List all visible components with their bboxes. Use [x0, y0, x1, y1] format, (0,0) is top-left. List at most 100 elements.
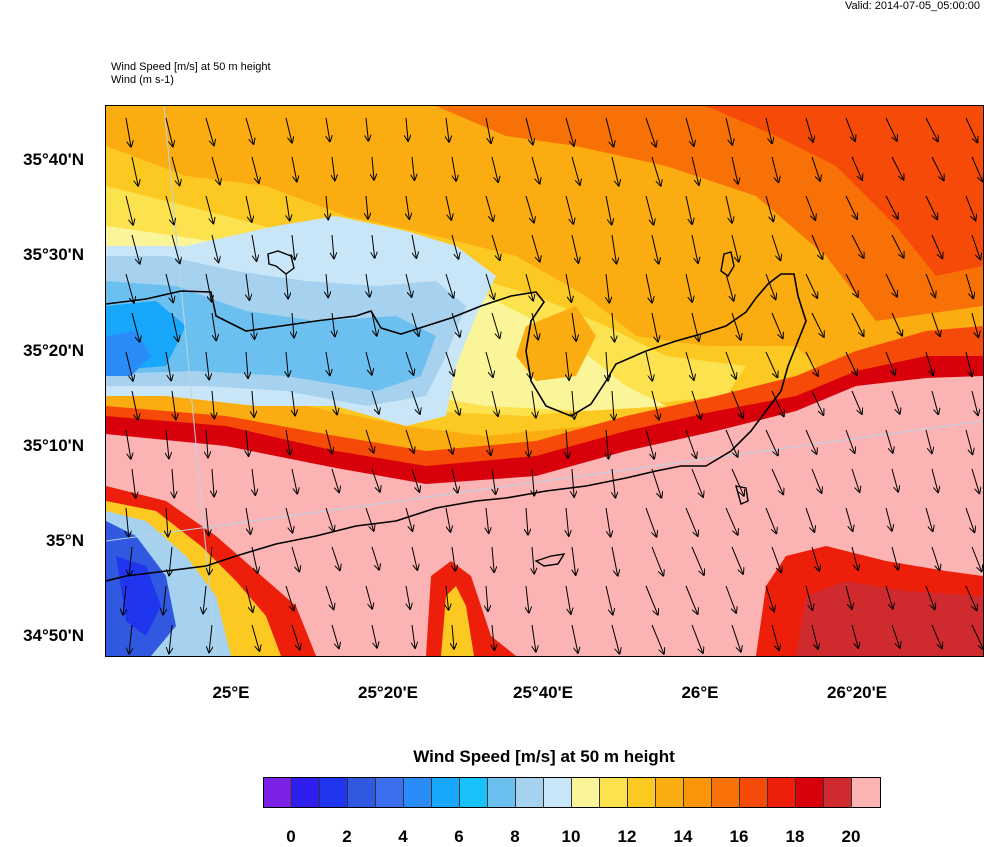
wind-arrow: [971, 156, 983, 182]
colorbar-label: 12: [617, 827, 637, 846]
wind-arrow: [765, 117, 772, 144]
wind-arrow: [765, 195, 773, 222]
wind-arrow: [612, 468, 615, 498]
wind-arrow: [485, 273, 494, 299]
island-north-east: [720, 251, 735, 278]
wind-arrow: [571, 156, 580, 185]
wind-arrow: [765, 585, 774, 612]
wind-arrow: [771, 234, 781, 261]
wind-arrow: [452, 546, 455, 571]
speed-band-orange-center: [516, 306, 596, 381]
wind-arrow: [965, 507, 975, 533]
wind-arrow: [811, 234, 823, 259]
wind-arrow: [965, 585, 977, 611]
wind-arrow: [451, 312, 460, 337]
wind-arrow: [292, 312, 294, 338]
wind-arrow: [565, 195, 573, 224]
wind-arrow: [365, 585, 372, 609]
wind-arrow: [565, 273, 571, 302]
wind-arrow: [931, 312, 940, 336]
wind-arrow: [845, 351, 857, 375]
wind-arrow: [366, 117, 368, 141]
wind-arrow: [212, 390, 214, 419]
wind-arrow: [851, 624, 858, 648]
lat-tick-label: 35°20'N: [23, 341, 84, 360]
wind-arrow: [131, 234, 140, 264]
wind-arrow: [725, 273, 734, 301]
wind-arrow: [405, 429, 414, 453]
lon-tick-label: 26°20'E: [827, 683, 887, 702]
wind-arrow: [532, 546, 534, 574]
wind-arrow: [925, 585, 935, 609]
wind-arrow: [129, 624, 132, 654]
lat-tick-label: 35°30'N: [23, 245, 84, 264]
wind-arrow: [965, 117, 978, 143]
wind-arrow: [485, 429, 491, 455]
wind-arrow: [132, 468, 136, 498]
wind-arrow: [166, 507, 168, 537]
wind-arrow: [531, 312, 538, 340]
wind-arrow: [525, 273, 533, 301]
wind-arrow: [971, 312, 978, 338]
wind-arrow: [123, 585, 126, 615]
wind-arrow: [725, 429, 738, 457]
wind-arrow: [606, 351, 608, 381]
wind-arrow: [725, 585, 736, 613]
wind-arrow: [931, 624, 942, 648]
wind-arrow: [566, 429, 568, 458]
wind-arrow: [605, 195, 612, 225]
wind-arrow: [611, 156, 619, 186]
wind-arrow: [125, 273, 134, 303]
wind-arrow: [891, 546, 898, 570]
wind-arrow: [366, 273, 370, 297]
wind-arrow: [771, 468, 783, 495]
wind-arrow: [211, 234, 219, 263]
wind-arrow: [131, 156, 138, 186]
wind-arrow: [411, 234, 416, 258]
wind-arrow: [205, 195, 213, 224]
colorbar-swatch: [740, 778, 768, 807]
wind-arrow: [331, 546, 340, 571]
wind-arrow: [885, 429, 893, 453]
wind-arrow: [606, 429, 609, 459]
colorbar-swatch: [348, 778, 376, 807]
wind-arrow: [965, 273, 973, 299]
wind-arrow: [891, 390, 900, 414]
wind-map: [106, 106, 983, 656]
wind-arrow: [731, 546, 743, 574]
colorbar-swatch: [432, 778, 460, 807]
wind-arrow: [445, 273, 453, 298]
wind-arrow: [405, 273, 412, 297]
crete-coastline: [106, 273, 807, 582]
wind-arrow: [691, 390, 701, 419]
wind-arrow: [372, 156, 374, 180]
colorbar-swatch: [796, 778, 824, 807]
colorbar-label: 14: [673, 827, 693, 846]
wind-arrow: [129, 546, 132, 576]
wind-arrow: [691, 468, 703, 497]
wind-arrow: [451, 156, 456, 181]
wind-arrow: [571, 312, 576, 341]
wind-arrow: [445, 351, 454, 376]
wind-arrow: [965, 195, 976, 221]
wind-arrow: [811, 390, 824, 415]
wind-arrow: [165, 117, 173, 147]
wind-arrow: [651, 234, 659, 264]
wind-arrow: [332, 234, 334, 259]
wind-arrow: [691, 546, 704, 575]
colorbar-swatch: [516, 778, 544, 807]
colorbar-label: 8: [510, 827, 520, 846]
wind-arrow: [206, 351, 209, 380]
wind-arrow: [805, 195, 815, 220]
wind-arrow: [572, 546, 576, 575]
wind-arrow: [771, 624, 779, 651]
colorbar-swatch: [264, 778, 292, 807]
wind-arrow: [925, 429, 932, 453]
colorbar-swatch: [684, 778, 712, 807]
wind-arrow: [485, 351, 493, 377]
wind-arrow: [125, 195, 133, 225]
colorbar-label: 6: [454, 827, 464, 846]
wind-arrow: [925, 195, 937, 219]
wind-arrow: [811, 156, 820, 181]
wind-arrow: [125, 429, 131, 459]
